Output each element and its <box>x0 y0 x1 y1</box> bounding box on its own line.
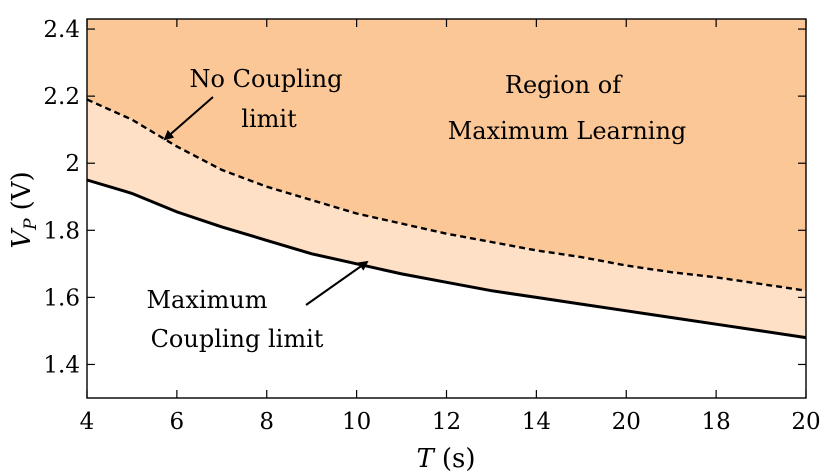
x-tick-label: 20 <box>791 409 820 435</box>
y-tick-label: 2.2 <box>43 84 80 110</box>
x-tick-label: 18 <box>701 409 730 435</box>
y-tick-label: 1.6 <box>43 285 80 311</box>
region-label-line2: Maximum Learning <box>448 117 687 145</box>
no-coupling-label-line1: No Coupling <box>190 65 343 93</box>
maximum-learning-region <box>87 19 806 291</box>
x-axis-ticks: 4 6 8 10 12 14 20 18 20 <box>80 19 821 435</box>
max-coupling-arrow <box>305 260 369 306</box>
maximum-coupling-limit-line <box>86 178 807 340</box>
x-tick-label: 4 <box>80 409 95 435</box>
y-tick-label: 1.4 <box>43 352 80 378</box>
y-axis-subscript: P <box>21 218 41 231</box>
y-tick-label: 1.8 <box>43 218 80 244</box>
y-axis-ticks: 1.4 1.6 1.8 2 2.2 2.4 <box>43 17 806 378</box>
x-tick-label: 14 <box>522 409 551 435</box>
max-coupling-label-line2: Coupling limit <box>151 325 324 353</box>
no-coupling-arrow <box>163 96 214 141</box>
x-tick-label: 8 <box>259 409 274 435</box>
y-tick-label: 2 <box>65 151 80 177</box>
region-label-line1: Region of <box>505 71 623 99</box>
no-coupling-label-line2: limit <box>241 105 297 133</box>
x-axis-label: T (s) <box>417 444 476 473</box>
y-tick-label: 2.4 <box>43 17 80 43</box>
x-axis-unit: (s) <box>442 444 476 473</box>
y-axis-unit: (V) <box>7 171 37 210</box>
max-coupling-label-line1: Maximum <box>146 286 267 314</box>
y-axis-variable: V <box>7 228 37 249</box>
x-tick-label: 12 <box>432 409 461 435</box>
no-coupling-limit-line <box>86 98 807 292</box>
between-limits-region <box>87 99 806 338</box>
y-axis-label: VP (V) <box>7 171 41 248</box>
x-axis-variable: T <box>417 444 436 473</box>
x-tick-label: 10 <box>342 409 371 435</box>
x-tick-label: 20 <box>612 409 641 435</box>
x-tick-label: 6 <box>170 409 185 435</box>
